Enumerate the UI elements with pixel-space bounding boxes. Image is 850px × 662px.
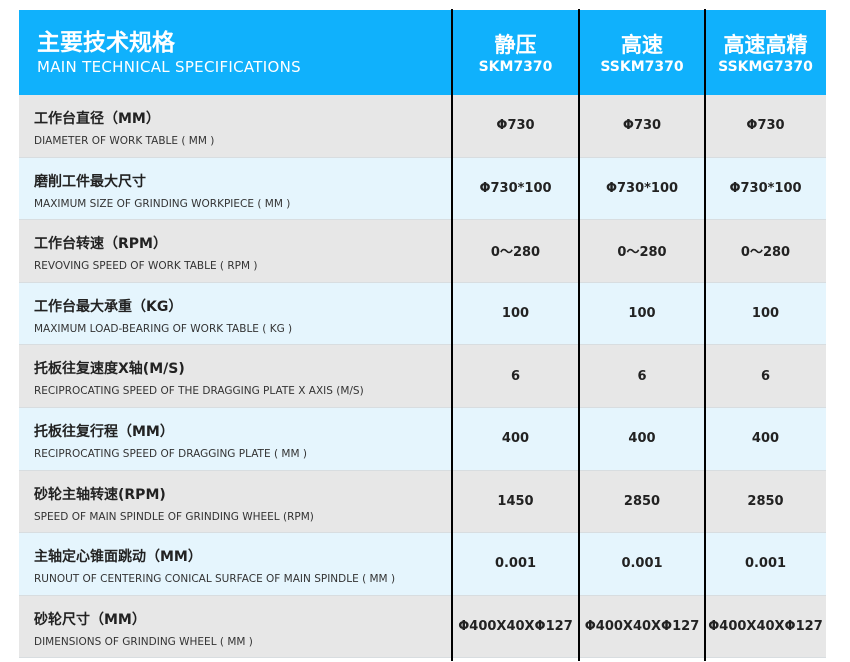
header-title: 主要技术规格 MAIN TECHNICAL SPECIFICATIONS: [19, 10, 452, 95]
spec-name-en: RECIPROCATING SPEED OF DRAGGING PLATE ( …: [34, 447, 307, 460]
spec-name-en: SPEED OF MAIN SPINDLE OF GRINDING WHEEL …: [34, 510, 314, 523]
spec-label: 砂轮主轴转速(RPM) SPEED OF MAIN SPINDLE OF GRIN…: [19, 471, 452, 533]
spec-value: 400: [751, 431, 780, 447]
table-row: 托板往复速度X轴(M/S) RECIPROCATING SPEED OF THE …: [19, 345, 826, 408]
column-divider: [578, 9, 580, 661]
spec-value: 100: [751, 306, 780, 322]
spec-value: 100: [628, 306, 656, 322]
model-header: 静压 SKM7370: [452, 10, 579, 95]
table-row: 工作台直径（MM） DIAMETER OF WORK TABLE ( MM ) Φ7…: [19, 95, 826, 158]
table-row: 工作台转速（RPM） REVOVING SPEED OF WORK TABLE (…: [19, 220, 826, 283]
model-code: SSKM7370: [600, 59, 684, 75]
table-row: 主轴定心锥面跳动（MM） RUNOUT OF CENTERING CONICAL …: [19, 533, 826, 596]
spec-name-zh: 工作台直径（MM）: [34, 111, 160, 127]
spec-value: 0～280: [617, 245, 667, 261]
spec-value: Φ400X40XΦ127: [584, 619, 700, 635]
column-divider: [451, 9, 453, 661]
spec-name-en: MAXIMUM LOAD-BEARING OF WORK TABLE ( KG …: [34, 322, 293, 335]
spec-value: 400: [628, 431, 656, 447]
spec-label: 工作台最大承重（KG） MAXIMUM LOAD-BEARING OF WORK …: [19, 283, 452, 345]
spec-value: Φ730: [746, 118, 785, 134]
spec-name-en: DIAMETER OF WORK TABLE ( MM ): [34, 135, 215, 147]
spec-value: Φ730*100: [479, 180, 552, 196]
spec-name-zh: 工作台最大承重（KG）: [34, 298, 183, 315]
spec-value: Φ400X40XΦ127: [458, 619, 573, 635]
model-header: 高速 SSKM7370: [579, 10, 705, 95]
spec-value: 400: [501, 431, 530, 447]
table-header: 主要技术规格 MAIN TECHNICAL SPECIFICATIONS 静压 S…: [19, 10, 826, 95]
title-en: MAIN TECHNICAL SPECIFICATIONS: [37, 58, 301, 76]
model-name: 高速: [621, 33, 663, 57]
spec-value: Φ400X40XΦ127: [708, 619, 823, 635]
spec-label: 托板往复行程（MM） RECIPROCATING SPEED OF DRAGGIN…: [19, 408, 452, 470]
spec-name-zh: 托板往复行程（MM）: [34, 423, 174, 440]
model-name: 静压: [494, 33, 537, 57]
model-code: SSKMG7370: [718, 59, 813, 75]
spec-name-zh: 托板往复速度X轴(M/S): [34, 361, 185, 378]
spec-value: 0.001: [494, 556, 537, 572]
spec-name-zh: 磨削工件最大尺寸: [34, 173, 146, 190]
spec-value: Φ730*100: [729, 180, 802, 196]
spec-name-zh: 砂轮主轴转速(RPM): [34, 486, 166, 503]
spec-value: 6: [637, 368, 647, 384]
spec-name-en: DIMENSIONS OF GRINDING WHEEL ( MM ): [34, 635, 253, 648]
spec-label: 砂轮尺寸（MM） DIMENSIONS OF GRINDING WHEEL ( M…: [19, 596, 452, 658]
title-zh: 主要技术规格: [37, 30, 175, 56]
spec-value: 6: [760, 368, 771, 384]
table-row: 砂轮尺寸（MM） DIMENSIONS OF GRINDING WHEEL ( M…: [19, 595, 826, 659]
spec-value: 100: [501, 306, 530, 322]
spec-value: Φ730*100: [605, 180, 679, 196]
model-header: 高速高精 SSKMG7370: [705, 10, 826, 95]
specifications-table: 主要技术规格 MAIN TECHNICAL SPECIFICATIONS 静压 S…: [19, 9, 826, 661]
spec-value: 0～280: [490, 245, 541, 261]
spec-label: 托板往复速度X轴(M/S) RECIPROCATING SPEED OF THE …: [19, 345, 452, 407]
spec-value: Φ730: [496, 118, 535, 134]
spec-value: 1450: [497, 493, 534, 509]
spec-value: 0.001: [621, 556, 663, 572]
spec-value: 2850: [747, 493, 784, 509]
model-code: SKM7370: [478, 59, 553, 75]
spec-name-en: REVOVING SPEED OF WORK TABLE ( RPM ): [34, 260, 258, 273]
column-divider: [704, 9, 706, 661]
model-name: 高速高精: [723, 33, 808, 57]
spec-value: 2850: [623, 493, 661, 509]
spec-name-en: RUNOUT OF CENTERING CONICAL SURFACE OF M…: [34, 573, 396, 586]
spec-label: 工作台转速（RPM） REVOVING SPEED OF WORK TABLE (…: [19, 220, 452, 282]
spec-value: 0.001: [744, 556, 787, 572]
spec-name-zh: 工作台转速（RPM）: [34, 236, 167, 253]
table-row: 磨削工件最大尺寸 MAXIMUM SIZE OF GRINDING WORKPIE…: [19, 157, 826, 221]
table-row: 砂轮主轴转速(RPM) SPEED OF MAIN SPINDLE OF GRIN…: [19, 470, 826, 534]
spec-value: 0～280: [740, 245, 791, 261]
spec-name-en: MAXIMUM SIZE OF GRINDING WORKPIECE ( MM …: [34, 197, 291, 210]
spec-name-zh: 砂轮尺寸（MM）: [34, 611, 146, 628]
spec-label: 主轴定心锥面跳动（MM） RUNOUT OF CENTERING CONICAL …: [19, 533, 452, 595]
spec-label: 磨削工件最大尺寸 MAXIMUM SIZE OF GRINDING WORKPIE…: [19, 158, 452, 220]
table-row: 托板往复行程（MM） RECIPROCATING SPEED OF DRAGGIN…: [19, 407, 826, 471]
spec-name-zh: 主轴定心锥面跳动（MM）: [34, 549, 202, 566]
table-row: 工作台最大承重（KG） MAXIMUM LOAD-BEARING OF WORK …: [19, 282, 826, 346]
spec-name-en: RECIPROCATING SPEED OF THE DRAGGING PLAT…: [34, 385, 364, 398]
spec-value: 6: [510, 368, 521, 384]
spec-label: 工作台直径（MM） DIAMETER OF WORK TABLE ( MM ): [19, 95, 452, 157]
spec-value: Φ730: [622, 118, 662, 134]
